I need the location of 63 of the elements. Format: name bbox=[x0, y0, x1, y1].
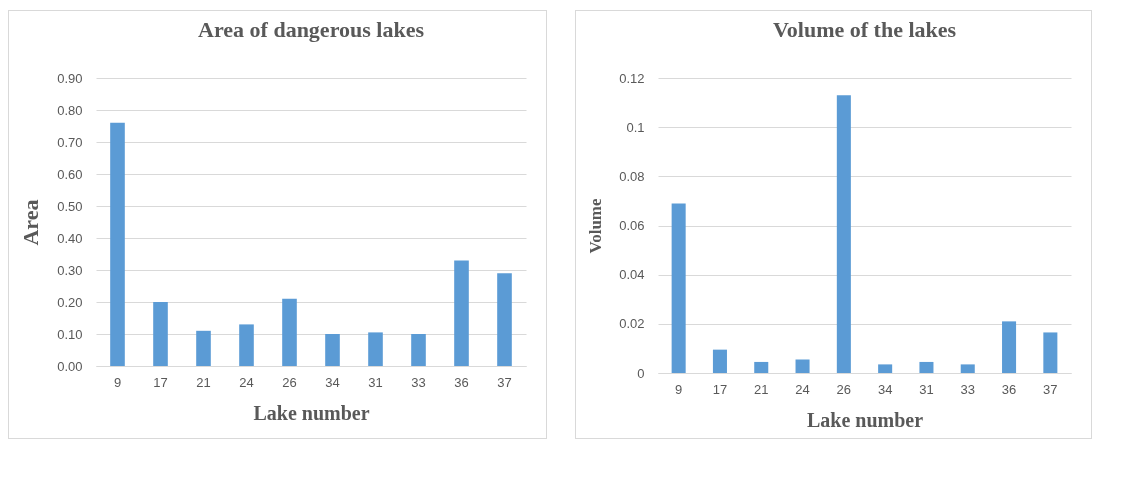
y-tick-label: 0.04 bbox=[619, 267, 645, 283]
y-tick-label: 0.90 bbox=[57, 70, 83, 86]
y-tick-label: 0.02 bbox=[619, 316, 645, 332]
x-tick-label: 26 bbox=[282, 374, 297, 390]
y-tick-label: 0.60 bbox=[57, 166, 83, 182]
x-tick-label: 9 bbox=[675, 381, 683, 397]
x-tick-label: 24 bbox=[795, 381, 810, 397]
x-tick-label: 31 bbox=[919, 381, 934, 397]
y-tick-label: 0.06 bbox=[619, 218, 645, 233]
x-tick-label: 21 bbox=[196, 374, 211, 390]
bar bbox=[325, 334, 340, 366]
x-tick-label: 37 bbox=[497, 374, 512, 390]
chart-title: Volume of the lakes bbox=[772, 17, 957, 42]
x-tick-label: 33 bbox=[411, 374, 426, 390]
y-tick-label: 0.12 bbox=[619, 70, 645, 86]
bar bbox=[454, 260, 469, 366]
x-tick-label: 17 bbox=[712, 381, 728, 397]
x-tick-label: 24 bbox=[239, 374, 254, 390]
bar bbox=[239, 324, 254, 366]
y-tick-label: 0.08 bbox=[619, 168, 645, 184]
x-tick-label: 33 bbox=[960, 381, 975, 397]
y-axis-title: Area bbox=[18, 199, 44, 246]
x-tick-label: 26 bbox=[836, 381, 852, 397]
chart-title: Area of dangerous lakes bbox=[198, 17, 425, 42]
bar bbox=[919, 361, 934, 373]
x-tick-label: 31 bbox=[368, 374, 383, 390]
bar bbox=[1002, 321, 1017, 373]
bar bbox=[411, 334, 426, 366]
y-tick-label: 0.50 bbox=[57, 198, 83, 214]
x-tick-label: 34 bbox=[325, 374, 340, 390]
y-tick-label: 0.10 bbox=[57, 326, 83, 342]
y-tick-label: 0.1 bbox=[626, 119, 645, 135]
bar bbox=[836, 95, 851, 373]
x-axis-title: Lake number bbox=[806, 408, 924, 431]
x-axis-title: Lake number bbox=[253, 401, 370, 424]
y-tick-label: 0.70 bbox=[57, 134, 83, 150]
bar bbox=[196, 330, 211, 366]
bar bbox=[960, 364, 975, 373]
x-tick-label: 36 bbox=[454, 374, 469, 390]
y-axis-title: Volume bbox=[586, 198, 606, 254]
bar bbox=[712, 349, 727, 373]
x-tick-label: 37 bbox=[1043, 381, 1058, 397]
x-tick-label: 21 bbox=[754, 381, 769, 397]
x-tick-label: 34 bbox=[877, 381, 893, 397]
x-tick-label: 36 bbox=[1001, 381, 1017, 397]
bar bbox=[754, 361, 769, 373]
bar bbox=[671, 203, 686, 373]
bar bbox=[110, 122, 125, 366]
x-tick-label: 9 bbox=[113, 374, 122, 390]
y-tick-label: 0.80 bbox=[57, 102, 83, 118]
bar bbox=[497, 273, 512, 366]
bar bbox=[282, 298, 297, 366]
y-tick-label: 0.00 bbox=[57, 358, 83, 374]
bar bbox=[368, 332, 383, 366]
bar bbox=[153, 302, 168, 366]
bar bbox=[795, 359, 810, 373]
y-tick-label: 0.40 bbox=[57, 230, 83, 246]
bar bbox=[878, 364, 893, 373]
y-tick-label: 0.30 bbox=[57, 262, 83, 278]
y-tick-label: 0 bbox=[637, 365, 645, 381]
x-tick-label: 17 bbox=[153, 374, 168, 390]
bar bbox=[1043, 332, 1058, 373]
y-tick-label: 0.20 bbox=[57, 294, 83, 310]
